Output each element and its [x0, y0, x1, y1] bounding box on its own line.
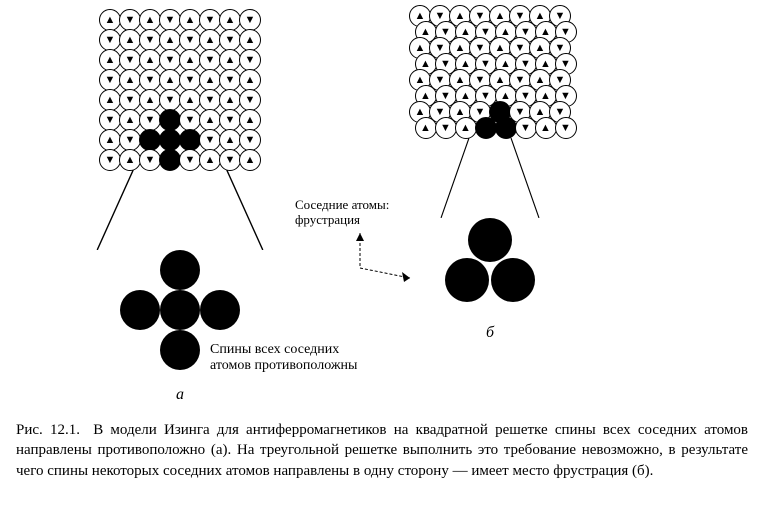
zoom-a: Спины всех соседних атомов противоположн…: [115, 250, 245, 380]
spin-white: ▼: [139, 29, 161, 51]
spin-black: [179, 129, 201, 151]
spin-white: ▼: [179, 69, 201, 91]
spin-white: ▼: [555, 117, 577, 139]
spin-white: ▼: [99, 109, 121, 131]
spin-white: ▲: [239, 69, 261, 91]
spin-white: ▲: [239, 109, 261, 131]
spin-white: ▲: [179, 9, 201, 31]
spin-white: ▼: [139, 109, 161, 131]
spin-white: ▲: [239, 29, 261, 51]
spin-white: ▼: [239, 9, 261, 31]
spin-white: ▼: [199, 89, 221, 111]
zoom-atom-left: [120, 290, 160, 330]
spin-white: ▲: [219, 129, 241, 151]
panel-b: ▲▼▲▼▲▼▲▼▲▼▲▼▲▼▲▼▲▼▲▼▲▼▲▼▲▼▲▼▲▼▲▼▲▼▲▼▲▼▲▼…: [340, 10, 640, 404]
zoom-b: Соседние атомы: фрустрация: [415, 218, 565, 318]
spin-white: ▲: [119, 69, 141, 91]
spin-white: ▲: [199, 69, 221, 91]
spin-black: [475, 117, 497, 139]
spin-white: ▼: [219, 109, 241, 131]
spin-white: ▲: [219, 89, 241, 111]
spin-white: ▼: [219, 149, 241, 171]
spin-white: ▼: [515, 117, 537, 139]
spin-white: ▼: [139, 69, 161, 91]
spin-white: ▲: [159, 69, 181, 91]
spin-white: ▼: [159, 9, 181, 31]
connector-lines-a: [90, 170, 270, 250]
zoom-atom-bottom: [160, 330, 200, 370]
spin-white: ▲: [99, 89, 121, 111]
spin-white: ▲: [139, 49, 161, 71]
spin-white: ▼: [199, 49, 221, 71]
frustration-label: Соседние атомы: фрустрация: [295, 198, 415, 228]
spin-white: ▼: [239, 129, 261, 151]
spin-black: [139, 129, 161, 151]
spin-white: ▲: [219, 9, 241, 31]
zoom-atom-top: [468, 218, 512, 262]
zoom-atom-right: [200, 290, 240, 330]
triangular-lattice: ▲▼▲▼▲▼▲▼▲▼▲▼▲▼▲▼▲▼▲▼▲▼▲▼▲▼▲▼▲▼▲▼▲▼▲▼▲▼▲▼…: [405, 10, 576, 138]
spin-white: ▲: [199, 109, 221, 131]
spin-white: ▼: [179, 109, 201, 131]
spin-black: [159, 129, 181, 151]
spin-white: ▼: [119, 9, 141, 31]
zoom-atom-center: [160, 290, 200, 330]
spin-white: ▼: [435, 117, 457, 139]
panel-a: ▲▼▲▼▲▼▲▼▼▲▼▲▼▲▼▲▲▼▲▼▲▼▲▼▼▲▼▲▼▲▼▲▲▼▲▼▲▼▲▼…: [60, 10, 300, 404]
spin-black: [495, 117, 517, 139]
spin-black: [159, 149, 181, 171]
spin-white: ▼: [119, 129, 141, 151]
spin-white: ▲: [119, 149, 141, 171]
caption-prefix: Рис. 12.1.: [16, 422, 86, 438]
square-lattice: ▲▼▲▼▲▼▲▼▼▲▼▲▼▲▼▲▲▼▲▼▲▼▲▼▼▲▼▲▼▲▼▲▲▼▲▼▲▼▲▼…: [100, 10, 260, 170]
spin-white: ▲: [179, 89, 201, 111]
spin-white: ▼: [159, 49, 181, 71]
spin-white: ▲: [159, 29, 181, 51]
spin-white: ▼: [119, 49, 141, 71]
spin-white: ▼: [239, 89, 261, 111]
spin-white: ▲: [179, 49, 201, 71]
spin-white: ▼: [219, 29, 241, 51]
spin-white: ▲: [199, 149, 221, 171]
figure-caption: Рис. 12.1. В модели Изинга для антиферро…: [10, 420, 754, 481]
spin-white: ▲: [139, 9, 161, 31]
spin-white: ▲: [119, 29, 141, 51]
spin-white: ▲: [99, 129, 121, 151]
spin-white: ▲: [119, 109, 141, 131]
spin-white: ▼: [199, 9, 221, 31]
zoom-atom-bl: [445, 258, 489, 302]
spin-white: ▼: [219, 69, 241, 91]
panel-b-sublabel: б: [486, 324, 494, 342]
spin-white: ▼: [199, 129, 221, 151]
spin-white: ▲: [99, 9, 121, 31]
spin-white: ▲: [455, 117, 477, 139]
spin-white: ▲: [535, 117, 557, 139]
spin-white: ▼: [99, 69, 121, 91]
spin-white: ▼: [179, 29, 201, 51]
spin-white: ▼: [119, 89, 141, 111]
spin-white: ▼: [179, 149, 201, 171]
spin-white: ▼: [159, 89, 181, 111]
zoom-atom-br: [491, 258, 535, 302]
caption-text: В модели Изинга для антиферромагнетиков …: [16, 422, 748, 479]
spin-white: ▼: [99, 149, 121, 171]
spin-black: [159, 109, 181, 131]
connector-lines-b: [420, 138, 560, 218]
panel-a-sublabel: а: [176, 386, 184, 404]
spin-white: ▲: [199, 29, 221, 51]
spin-white: ▲: [219, 49, 241, 71]
spin-white: ▲: [99, 49, 121, 71]
spin-white: ▲: [415, 117, 437, 139]
spin-white: ▼: [239, 49, 261, 71]
spin-white: ▲: [239, 149, 261, 171]
spin-white: ▲: [139, 89, 161, 111]
zoom-atom-top: [160, 250, 200, 290]
spin-white: ▼: [139, 149, 161, 171]
frustration-arrow: [355, 228, 435, 288]
spin-white: ▼: [99, 29, 121, 51]
